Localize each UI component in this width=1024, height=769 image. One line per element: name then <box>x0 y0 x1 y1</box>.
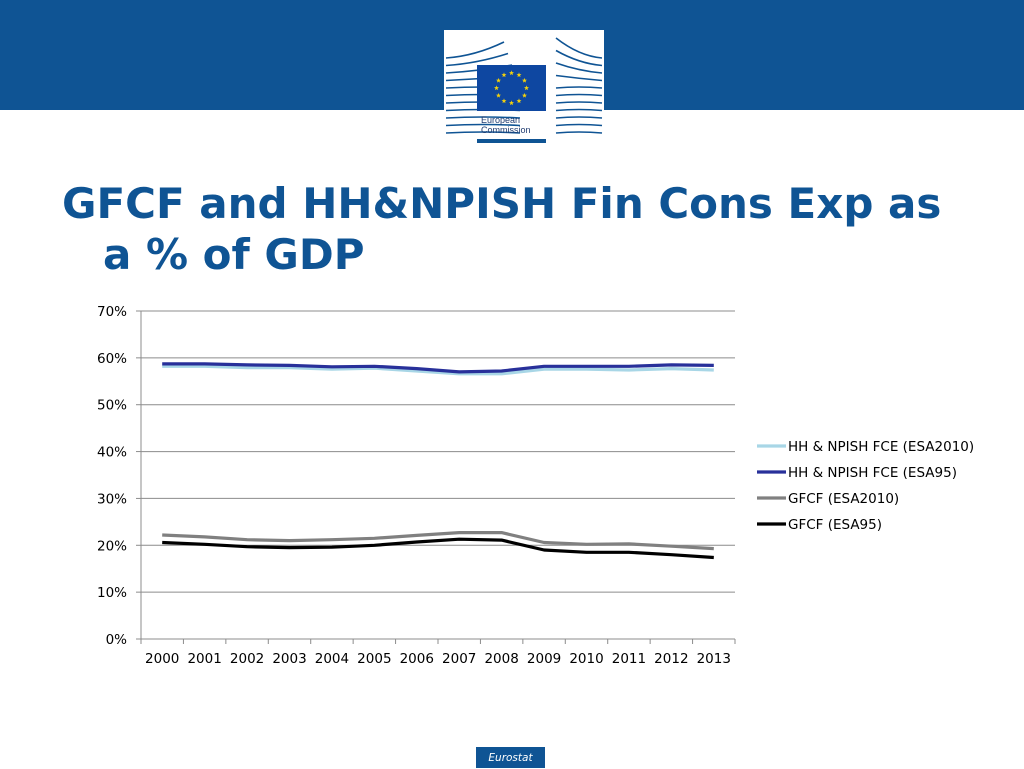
slide-title: GFCF and HH&NPISH Fin Cons Exp as a % of… <box>62 178 982 280</box>
eu-star-icon <box>522 92 527 98</box>
series-line <box>162 537 714 560</box>
european-commission-logo <box>444 30 604 144</box>
y-tick-label: 10% <box>97 585 127 601</box>
building-line <box>555 49 603 67</box>
eu-star-icon <box>516 72 522 78</box>
chart-series <box>162 362 714 560</box>
eu-star-icon <box>494 85 499 91</box>
y-tick-label: 60% <box>97 351 127 367</box>
x-tick-label: 2006 <box>400 651 434 667</box>
x-tick-label: 2010 <box>569 651 603 667</box>
x-tick-label: 2008 <box>484 651 518 667</box>
building-line <box>555 62 603 74</box>
logo-underline <box>477 139 546 143</box>
x-tick-label: 2013 <box>697 651 731 667</box>
building-line <box>555 116 603 119</box>
legend-label: GFCF (ESA2010) <box>788 491 899 507</box>
y-tick-label: 70% <box>97 304 127 320</box>
building-line <box>555 37 603 59</box>
building-line <box>445 41 505 59</box>
chart-gridlines <box>136 310 735 640</box>
x-tick-label: 2003 <box>272 651 306 667</box>
building-line <box>555 93 603 97</box>
chart-axes <box>140 311 736 644</box>
eu-star-icon <box>509 100 514 106</box>
y-tick-label: 50% <box>97 398 127 414</box>
eu-star-icon <box>524 85 529 91</box>
building-line <box>555 86 603 89</box>
building-line <box>555 123 603 127</box>
berlaymont-building-icon <box>444 30 604 144</box>
building-line <box>445 131 521 134</box>
x-tick-label: 2001 <box>187 651 221 667</box>
x-tick-label: 2000 <box>145 651 179 667</box>
y-tick-labels: 0% 10% 20% 30% 40% 50% 60% 70% <box>97 304 127 648</box>
building-line <box>445 123 521 127</box>
x-tick-label: 2012 <box>654 651 688 667</box>
series-line <box>162 364 714 376</box>
slide-title-line1: GFCF and HH&NPISH Fin Cons Exp as <box>62 179 942 228</box>
x-tick-label: 2011 <box>612 651 646 667</box>
x-tick-labels: 2000 2001 2002 2003 2004 2005 2006 2007 2008 2009… <box>145 651 731 667</box>
building-line <box>555 108 603 112</box>
eu-star-icon <box>496 77 501 83</box>
y-tick-label: 30% <box>97 491 127 507</box>
x-tick-label: 2009 <box>527 651 561 667</box>
eu-star-icon <box>516 98 522 104</box>
slide-title-line2: a % of GDP <box>103 230 365 279</box>
logo-line-european: European <box>481 115 521 125</box>
series-line <box>162 362 714 374</box>
y-tick-label: 0% <box>106 632 128 648</box>
x-tick-label: 2005 <box>357 651 391 667</box>
x-tick-label: 2002 <box>230 651 264 667</box>
series-line <box>162 530 714 551</box>
logo-line-commission: Commission <box>481 125 531 135</box>
x-tick-label: 2004 <box>315 651 349 667</box>
y-tick-label: 40% <box>97 445 127 461</box>
legend-label: HH & NPISH FCE (ESA2010) <box>788 439 974 455</box>
chart-legend: HH & NPISH FCE (ESA2010) HH & NPISH FCE (… <box>757 439 974 533</box>
eurostat-badge: Eurostat <box>476 747 545 768</box>
building-line <box>445 116 521 119</box>
building-line <box>445 52 509 67</box>
x-tick-label: 2007 <box>442 651 476 667</box>
logo-wordmark: European Commission <box>481 115 571 135</box>
eu-star-icon <box>522 77 527 83</box>
eu-star-icon <box>501 98 507 104</box>
eu-star-icon <box>501 72 507 78</box>
eu-star-icon <box>509 70 514 76</box>
legend-label: HH & NPISH FCE (ESA95) <box>788 465 957 481</box>
y-tick-label: 20% <box>97 538 127 554</box>
building-line <box>555 101 603 104</box>
eu-star-icon <box>496 92 501 98</box>
legend-label: GFCF (ESA95) <box>788 517 882 533</box>
building-line <box>555 131 603 134</box>
building-line <box>555 74 603 82</box>
